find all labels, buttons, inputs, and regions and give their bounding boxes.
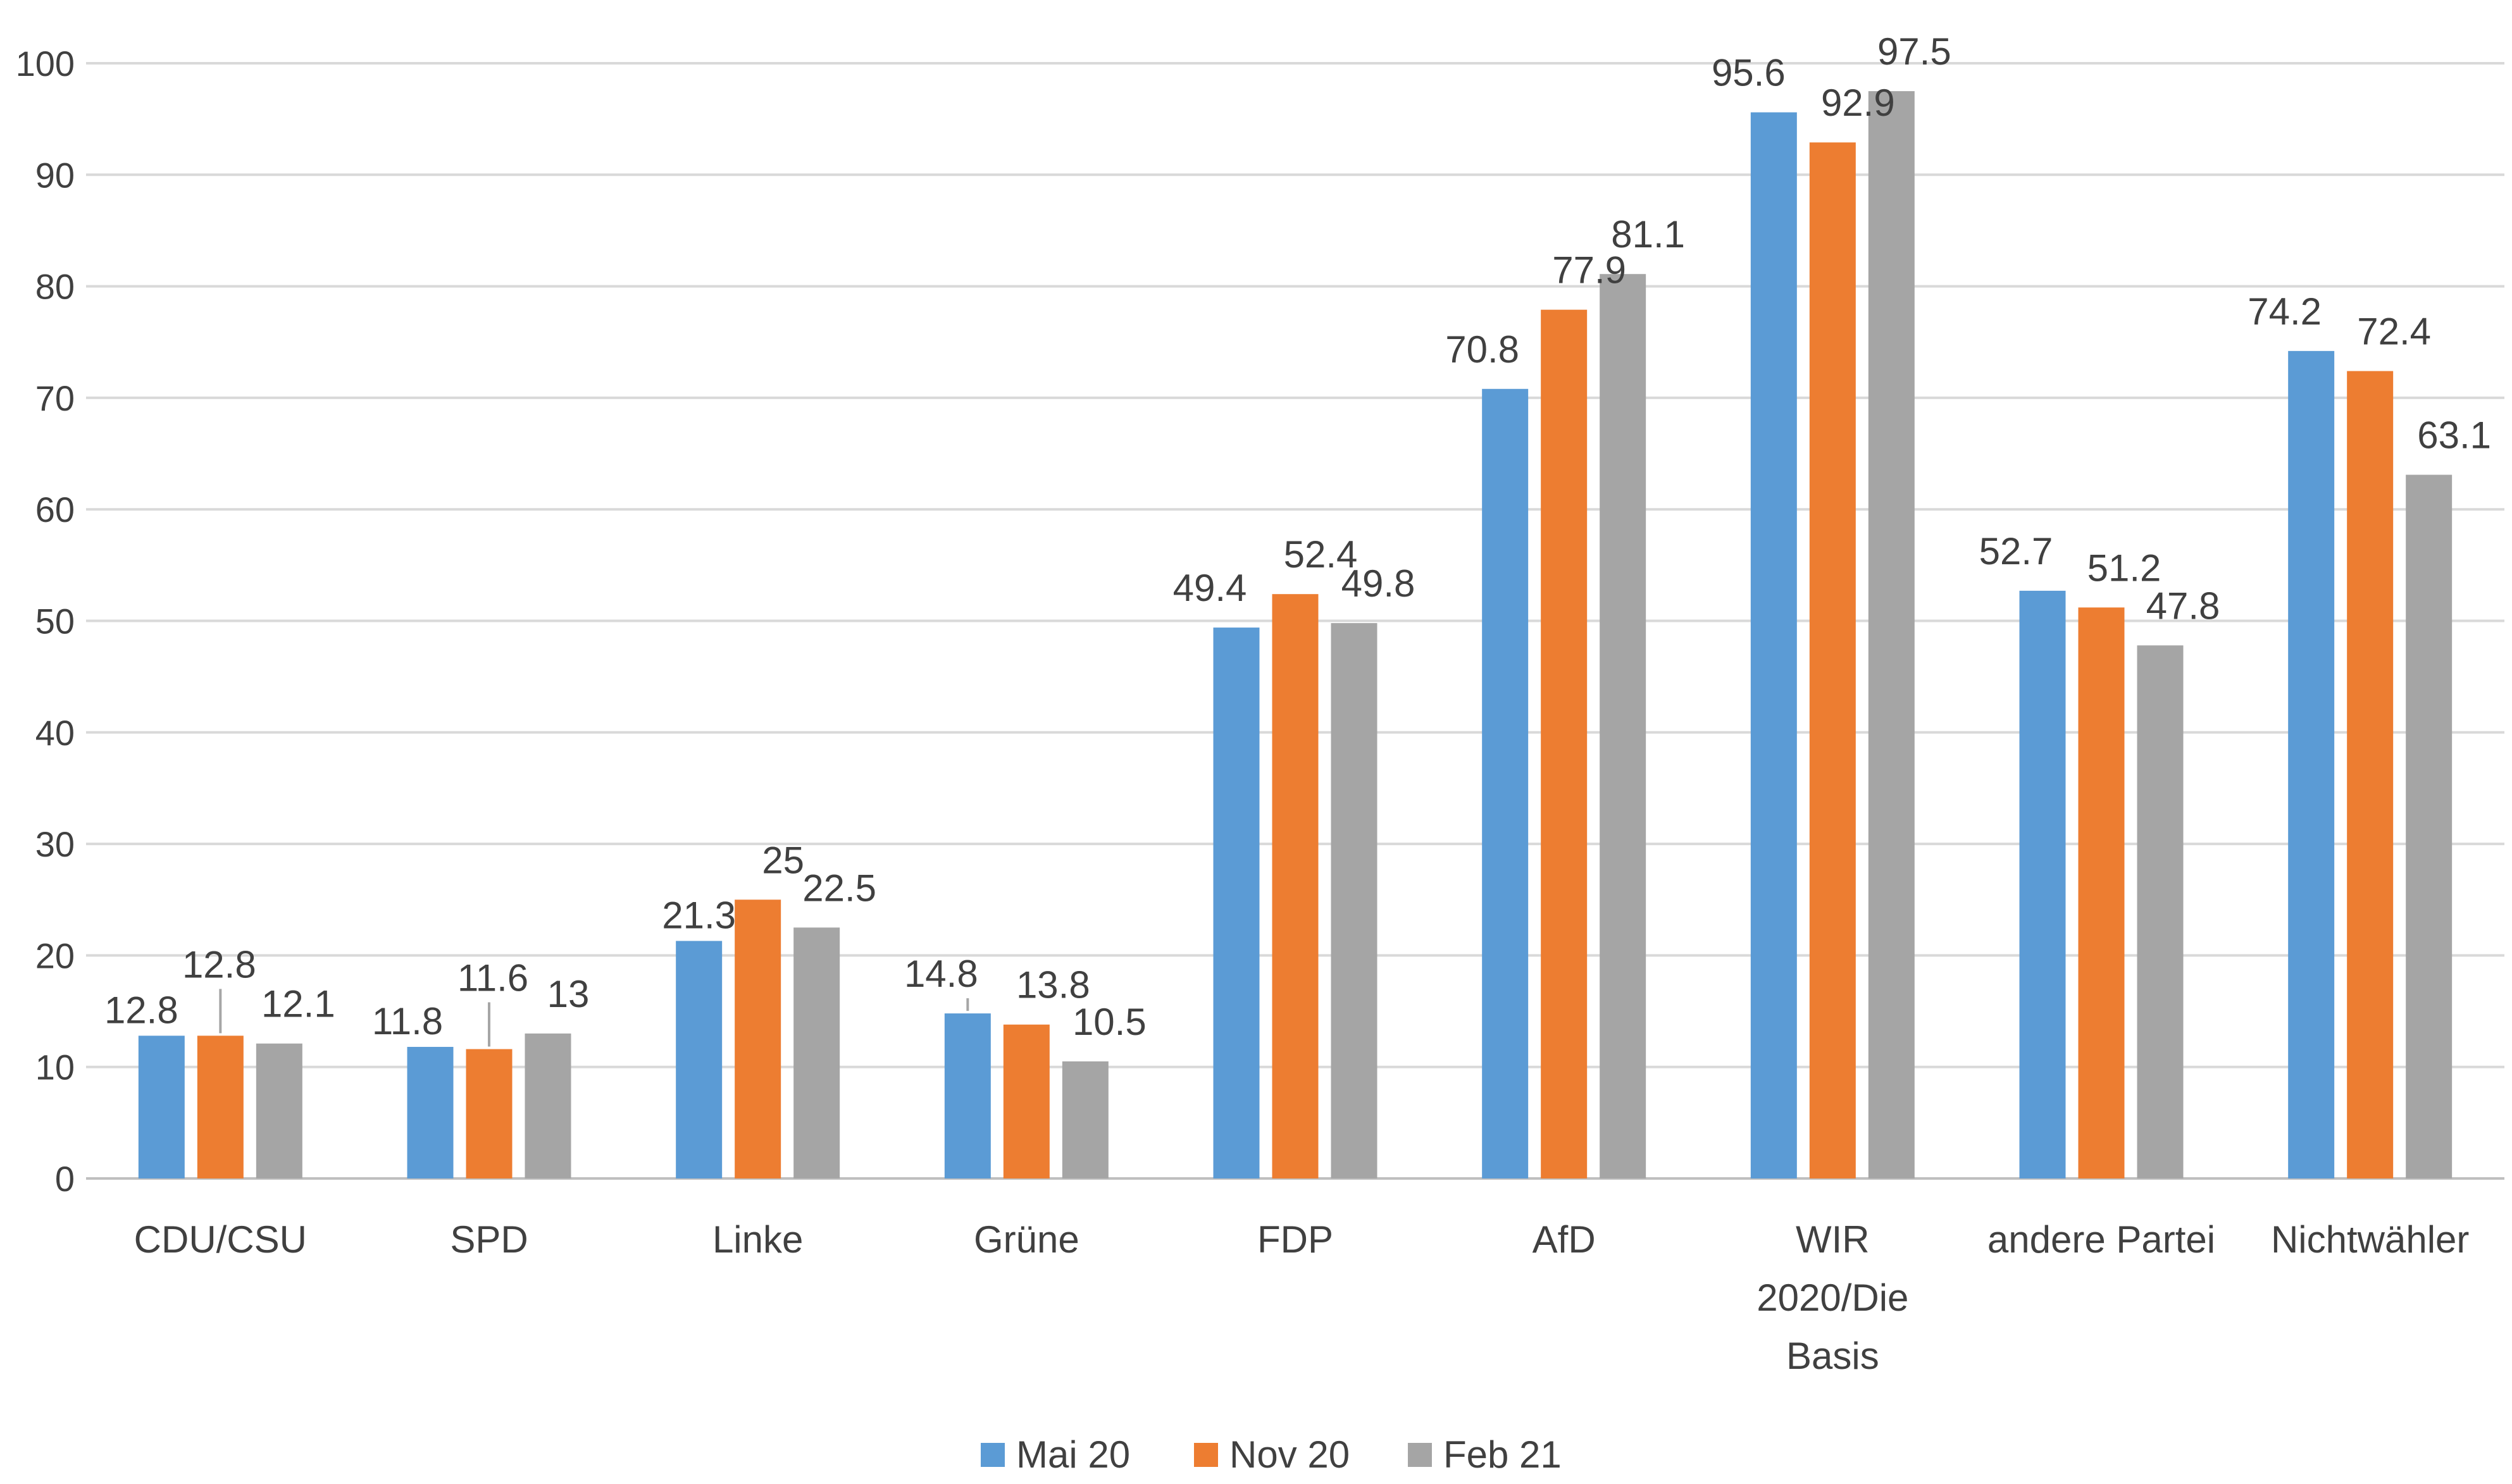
data-label: 70.8 [1445,328,1519,371]
legend: Mai 20 Nov 20 Feb 21 [981,1433,1562,1476]
bar [1062,1061,1109,1178]
data-label: 13 [547,973,590,1015]
data-label: 52.4 [1284,533,1358,576]
y-tick-label: 10 [35,1048,75,1087]
category-label: 2020/Die [1757,1277,1908,1319]
bar [2019,590,2066,1178]
data-label: 21.3 [662,894,736,936]
bar [793,927,840,1178]
bar [1600,274,1646,1178]
bar [2347,371,2394,1178]
data-label: 63.1 [2417,414,2491,457]
data-label: 12.8 [104,989,178,1031]
y-axis-ticks: 0 10 20 30 40 50 60 70 80 90 100 [16,44,75,1199]
data-label: 22.5 [802,867,876,909]
bar [1541,309,1588,1178]
bar [2078,607,2125,1178]
y-tick-label: 80 [35,267,75,307]
y-tick-label: 30 [35,824,75,864]
bar [2137,645,2184,1178]
y-tick-label: 60 [35,490,75,529]
bars [138,91,2453,1179]
bar [1003,1024,1050,1178]
bar [2406,474,2453,1178]
data-label: 74.2 [2248,290,2322,333]
y-tick-label: 100 [16,44,75,83]
data-label: 14.8 [904,953,978,995]
category-label: SPD [450,1218,528,1261]
bar [466,1049,513,1178]
legend-label: Feb 21 [1443,1433,1562,1476]
bar [1868,91,1915,1179]
data-label: 12.8 [182,943,256,986]
data-label: 49.8 [1341,562,1415,605]
bar [1331,623,1377,1178]
leader-lines [219,989,969,1047]
data-label: 10.5 [1073,1001,1147,1043]
y-tick-label: 0 [55,1159,75,1199]
data-label: 92.9 [1821,82,1895,124]
bar [138,1036,185,1178]
data-label: 11.6 [457,956,528,999]
category-label: CDU/CSU [134,1218,307,1261]
category-label: Linke [712,1218,803,1261]
data-label: 72.4 [2357,311,2431,353]
data-label: 95.6 [1712,52,1786,94]
data-label: 81.1 [1611,213,1685,256]
bar [1213,628,1260,1178]
category-label: FDP [1257,1218,1333,1261]
bar [197,1036,244,1178]
category-label: Grüne [974,1218,1079,1261]
data-label: 49.4 [1173,567,1247,609]
y-tick-label: 20 [35,936,75,975]
legend-swatch [1408,1443,1432,1467]
legend-label: Mai 20 [1016,1433,1130,1476]
legend-label: Nov 20 [1229,1433,1350,1476]
legend-swatch [1194,1443,1218,1467]
y-tick-label: 50 [35,602,75,641]
bar [1809,142,1856,1179]
category-label: Basis [1786,1335,1879,1377]
bar [525,1033,571,1178]
y-tick-label: 40 [35,713,75,753]
y-tick-label: 70 [35,378,75,418]
category-label: WIR [1796,1218,1870,1261]
bar [1750,112,1797,1178]
data-label: 12.1 [261,983,335,1025]
bar [1482,388,1529,1178]
bar [735,900,781,1178]
category-label: AfD [1533,1218,1596,1261]
x-axis-categories: CDU/CSU SPD Linke Grüne FDP AfD WIR 2020/Die Bas… [134,1218,2470,1377]
bar [944,1013,991,1178]
bar [407,1046,454,1178]
data-label: 77.9 [1552,249,1626,292]
category-label: Nichtwähler [2271,1218,2469,1261]
data-label: 13.8 [1016,964,1090,1006]
data-label: 51.2 [2087,547,2161,589]
y-tick-label: 90 [35,155,75,195]
bar [676,941,723,1178]
data-label: 52.7 [1979,530,2053,572]
bar [2288,350,2335,1178]
data-label: 11.8 [372,1000,443,1042]
legend-swatch [981,1443,1005,1467]
data-label: 97.5 [1877,30,1951,73]
data-label: 25 [762,839,804,881]
bar [256,1043,302,1178]
data-label: 47.8 [2146,584,2220,627]
category-label: andere Partei [1987,1218,2215,1261]
bar [1272,594,1319,1178]
